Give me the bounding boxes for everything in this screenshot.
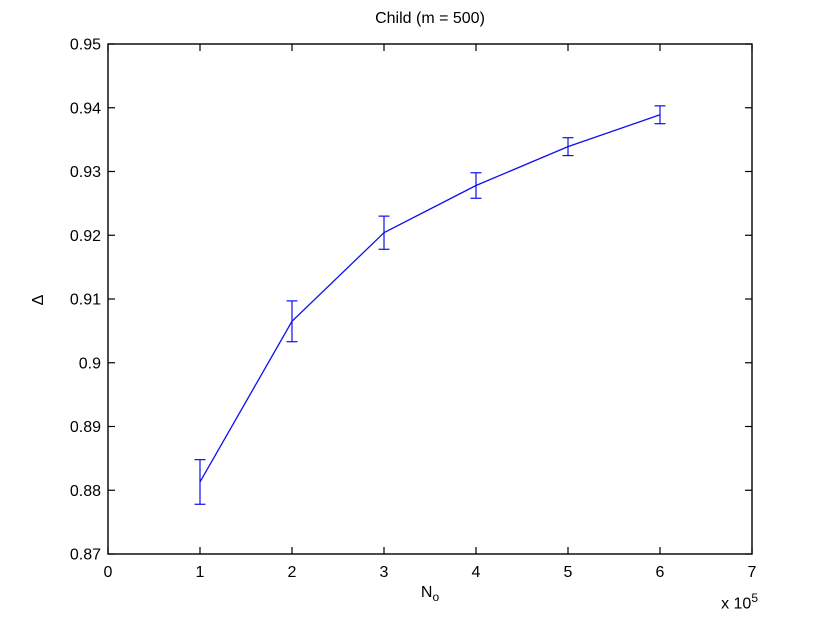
y-tick-label: 0.89: [70, 419, 101, 436]
x-tick-label: 5: [564, 564, 573, 581]
data-line: [199, 114, 661, 483]
x-tick-label: 4: [472, 564, 481, 581]
x-tick-label: 0: [104, 564, 113, 581]
y-tick-label: 0.9: [79, 355, 101, 372]
x-tick-label: 2: [288, 564, 297, 581]
x-tick-label: 1: [196, 564, 205, 581]
chart-title: Child (m = 500): [375, 10, 485, 27]
y-axis-label: Δ: [30, 294, 47, 306]
axes-box: [107, 43, 753, 555]
x-axis-multiplier: x 105: [688, 591, 758, 613]
x-axis-label: No: [108, 584, 752, 604]
y-tick-label: 0.92: [70, 228, 101, 245]
x-tick-label: 3: [380, 564, 389, 581]
y-tick-label: 0.91: [70, 292, 101, 309]
y-tick-label: 0.95: [70, 37, 101, 54]
x-axis-multiplier-exponent: 5: [751, 591, 758, 605]
x-axis-multiplier-base: x 10: [721, 595, 752, 613]
x-tick-label: 6: [656, 564, 665, 581]
y-tick-label: 0.93: [70, 164, 101, 181]
y-tick-label: 0.87: [70, 547, 101, 564]
y-tick-label: 0.88: [70, 483, 101, 500]
x-axis-label-base: N: [420, 584, 433, 601]
x-tick-label: 7: [748, 564, 757, 581]
y-tick-label: 0.94: [70, 100, 101, 117]
x-axis-label-subscript: o: [432, 590, 440, 605]
